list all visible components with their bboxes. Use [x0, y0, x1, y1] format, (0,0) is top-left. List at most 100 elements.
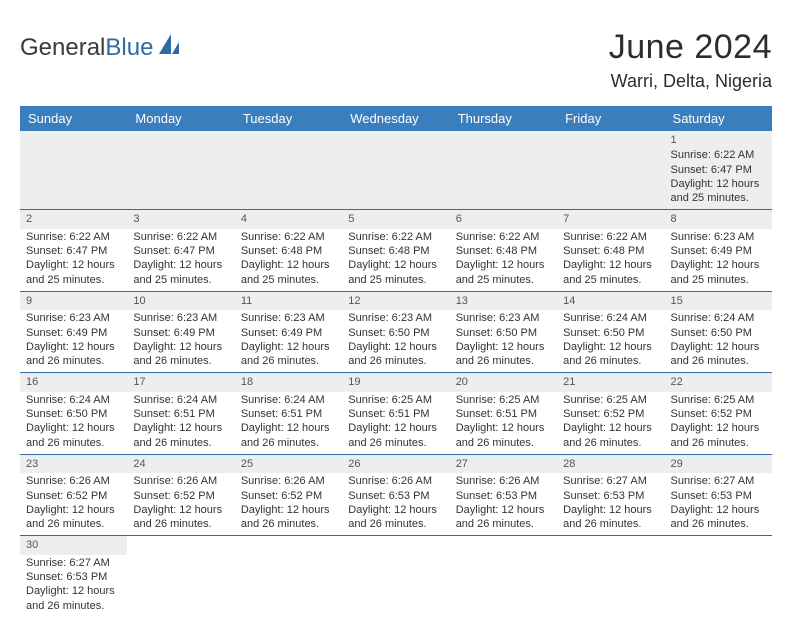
sunset-text: Sunset: 6:53 PM	[671, 489, 766, 503]
day-cell: 14Sunrise: 6:24 AMSunset: 6:50 PMDayligh…	[557, 291, 664, 372]
day-cell: 7Sunrise: 6:22 AMSunset: 6:48 PMDaylight…	[557, 210, 664, 291]
day-cell: 13Sunrise: 6:23 AMSunset: 6:50 PMDayligh…	[450, 291, 557, 372]
day-cell	[342, 536, 449, 617]
day-number: 22	[665, 373, 772, 391]
daylight2-text: and 26 minutes.	[671, 436, 766, 450]
daylight2-text: and 26 minutes.	[456, 517, 551, 531]
sunrise-text: Sunrise: 6:24 AM	[563, 311, 658, 325]
sunset-text: Sunset: 6:48 PM	[348, 244, 443, 258]
sunset-text: Sunset: 6:51 PM	[348, 407, 443, 421]
dow-monday: Monday	[127, 106, 234, 131]
week-row: 30Sunrise: 6:27 AMSunset: 6:53 PMDayligh…	[20, 536, 772, 617]
brand-suffix: Blue	[105, 34, 153, 62]
day-cell: 2Sunrise: 6:22 AMSunset: 6:47 PMDaylight…	[20, 210, 127, 291]
day-cell: .	[450, 131, 557, 210]
daylight1-text: Daylight: 12 hours	[563, 258, 658, 272]
dow-wednesday: Wednesday	[342, 106, 449, 131]
day-cell: 19Sunrise: 6:25 AMSunset: 6:51 PMDayligh…	[342, 373, 449, 454]
sunset-text: Sunset: 6:53 PM	[348, 489, 443, 503]
daylight1-text: Daylight: 12 hours	[563, 421, 658, 435]
day-cell: 23Sunrise: 6:26 AMSunset: 6:52 PMDayligh…	[20, 454, 127, 535]
sunset-text: Sunset: 6:50 PM	[671, 326, 766, 340]
sunrise-text: Sunrise: 6:25 AM	[456, 393, 551, 407]
sunrise-text: Sunrise: 6:23 AM	[348, 311, 443, 325]
sunrise-text: Sunrise: 6:23 AM	[133, 311, 228, 325]
daylight1-text: Daylight: 12 hours	[133, 421, 228, 435]
day-cell: 18Sunrise: 6:24 AMSunset: 6:51 PMDayligh…	[235, 373, 342, 454]
sunrise-text: Sunrise: 6:26 AM	[456, 474, 551, 488]
sunset-text: Sunset: 6:49 PM	[133, 326, 228, 340]
sunset-text: Sunset: 6:52 PM	[671, 407, 766, 421]
day-number: 2	[20, 210, 127, 228]
day-number: 3	[127, 210, 234, 228]
daylight2-text: and 26 minutes.	[348, 354, 443, 368]
day-cell: 30Sunrise: 6:27 AMSunset: 6:53 PMDayligh…	[20, 536, 127, 617]
daylight2-text: and 26 minutes.	[241, 354, 336, 368]
sunset-text: Sunset: 6:52 PM	[563, 407, 658, 421]
sunset-text: Sunset: 6:47 PM	[26, 244, 121, 258]
sunset-text: Sunset: 6:52 PM	[133, 489, 228, 503]
daylight2-text: and 26 minutes.	[348, 517, 443, 531]
daylight2-text: and 26 minutes.	[241, 436, 336, 450]
day-number: 27	[450, 455, 557, 473]
day-number: 9	[20, 292, 127, 310]
daylight1-text: Daylight: 12 hours	[456, 503, 551, 517]
sunrise-text: Sunrise: 6:23 AM	[671, 230, 766, 244]
daylight2-text: and 26 minutes.	[133, 517, 228, 531]
week-row: 23Sunrise: 6:26 AMSunset: 6:52 PMDayligh…	[20, 454, 772, 535]
daylight2-text: and 26 minutes.	[671, 354, 766, 368]
sunset-text: Sunset: 6:49 PM	[26, 326, 121, 340]
day-cell: 22Sunrise: 6:25 AMSunset: 6:52 PMDayligh…	[665, 373, 772, 454]
daylight2-text: and 26 minutes.	[26, 354, 121, 368]
sunrise-text: Sunrise: 6:26 AM	[26, 474, 121, 488]
day-number: 20	[450, 373, 557, 391]
day-header-row: Sunday Monday Tuesday Wednesday Thursday…	[20, 106, 772, 131]
dow-sunday: Sunday	[20, 106, 127, 131]
daylight2-text: and 25 minutes.	[241, 273, 336, 287]
sunset-text: Sunset: 6:48 PM	[563, 244, 658, 258]
day-cell	[450, 536, 557, 617]
daylight1-text: Daylight: 12 hours	[348, 421, 443, 435]
day-number: 8	[665, 210, 772, 228]
day-number: 11	[235, 292, 342, 310]
day-number: 1	[671, 133, 766, 148]
daylight2-text: and 25 minutes.	[671, 273, 766, 287]
day-number: 10	[127, 292, 234, 310]
daylight1-text: Daylight: 12 hours	[133, 258, 228, 272]
daylight1-text: Daylight: 12 hours	[563, 503, 658, 517]
sunrise-text: Sunrise: 6:22 AM	[671, 148, 766, 162]
calendar-body: . . . . . . 1Sunrise: 6:22 AMSunset: 6:4…	[20, 131, 772, 617]
sunrise-text: Sunrise: 6:25 AM	[563, 393, 658, 407]
daylight2-text: and 25 minutes.	[671, 191, 766, 205]
day-cell	[127, 536, 234, 617]
day-number: 12	[342, 292, 449, 310]
sunrise-text: Sunrise: 6:23 AM	[241, 311, 336, 325]
day-number: 25	[235, 455, 342, 473]
day-number: 16	[20, 373, 127, 391]
week-row: 2Sunrise: 6:22 AMSunset: 6:47 PMDaylight…	[20, 210, 772, 291]
day-number: 18	[235, 373, 342, 391]
daylight1-text: Daylight: 12 hours	[26, 503, 121, 517]
day-cell: 25Sunrise: 6:26 AMSunset: 6:52 PMDayligh…	[235, 454, 342, 535]
day-cell: .	[342, 131, 449, 210]
day-number: 24	[127, 455, 234, 473]
day-number: 23	[20, 455, 127, 473]
sunrise-text: Sunrise: 6:27 AM	[671, 474, 766, 488]
sunrise-text: Sunrise: 6:24 AM	[133, 393, 228, 407]
daylight1-text: Daylight: 12 hours	[241, 503, 336, 517]
sunrise-text: Sunrise: 6:27 AM	[26, 556, 121, 570]
page-header: GeneralBlue June 2024 Warri, Delta, Nige…	[20, 28, 772, 92]
day-cell: 20Sunrise: 6:25 AMSunset: 6:51 PMDayligh…	[450, 373, 557, 454]
sunset-text: Sunset: 6:51 PM	[456, 407, 551, 421]
day-number: 21	[557, 373, 664, 391]
daylight1-text: Daylight: 12 hours	[671, 340, 766, 354]
logo-sail-icon	[159, 33, 185, 61]
day-number: 29	[665, 455, 772, 473]
sunset-text: Sunset: 6:52 PM	[241, 489, 336, 503]
dow-friday: Friday	[557, 106, 664, 131]
daylight1-text: Daylight: 12 hours	[26, 584, 121, 598]
daylight1-text: Daylight: 12 hours	[241, 421, 336, 435]
dow-saturday: Saturday	[665, 106, 772, 131]
daylight2-text: and 26 minutes.	[563, 354, 658, 368]
day-cell: .	[557, 131, 664, 210]
